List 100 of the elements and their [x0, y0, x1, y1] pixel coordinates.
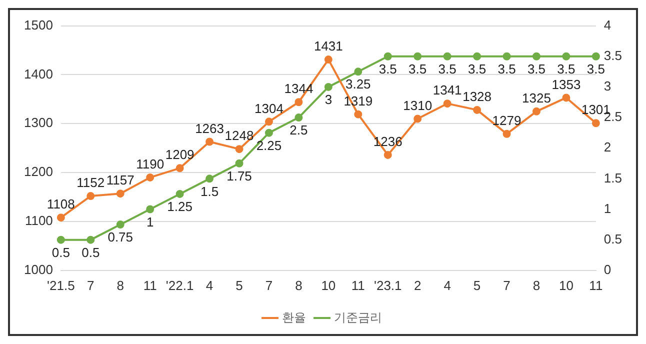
point [414, 114, 422, 123]
point [294, 98, 303, 106]
y2-tick-label: 1.5 [604, 170, 622, 186]
y-tick-label: 1400 [24, 66, 53, 82]
data-label: 1310 [403, 98, 432, 113]
point [324, 56, 332, 64]
data-label: 3.5 [586, 61, 605, 76]
x-tick-label: 4 [444, 278, 451, 293]
point [116, 220, 124, 229]
data-label: 1341 [432, 82, 462, 98]
point [354, 110, 362, 118]
point [532, 107, 540, 116]
x-tick-label: 11 [143, 278, 157, 293]
x-tick-label: 8 [532, 278, 540, 293]
data-label: 1.75 [226, 168, 252, 184]
y2-tick-label: 4 [604, 17, 612, 32]
point [414, 52, 422, 60]
point [562, 52, 570, 60]
data-label: 1157 [106, 172, 134, 188]
data-label: 1263 [195, 120, 224, 136]
data-label: 1431 [314, 38, 343, 54]
y2-tick-label: 2 [604, 140, 612, 155]
data-label: 3 [324, 92, 332, 108]
point [264, 118, 273, 126]
data-label: 3.5 [557, 61, 576, 76]
point [176, 190, 184, 198]
data-label: 1190 [136, 156, 164, 172]
data-label: 3.25 [345, 76, 371, 92]
point [206, 174, 214, 183]
data-label: 0.75 [108, 230, 134, 245]
y-tick-label: 1200 [24, 164, 53, 180]
point [443, 52, 452, 60]
x-tick-label: 7 [87, 278, 94, 293]
x-tick-label: '23.1 [374, 278, 402, 293]
point [324, 82, 332, 91]
data-label: 1304 [254, 100, 284, 116]
y2-tick-label: 1 [604, 200, 612, 216]
data-label: 3.5 [408, 61, 427, 76]
y-tick-label: 1100 [24, 213, 53, 228]
point [562, 94, 570, 102]
data-label: 1248 [224, 128, 254, 144]
y2-tick-label: 0.5 [604, 231, 622, 246]
point [146, 173, 154, 182]
data-label: 3.5 [438, 61, 456, 76]
x-tick-label: 11 [589, 278, 603, 293]
data-label: 3.5 [378, 61, 397, 76]
data-label: 0.5 [52, 244, 70, 260]
x-tick-label: 5 [236, 278, 243, 293]
point [264, 128, 273, 137]
y2-tick-label: 3.5 [604, 48, 622, 63]
point [116, 190, 124, 198]
point [86, 236, 95, 244]
y2-tick-label: 3 [604, 78, 612, 94]
point [176, 164, 184, 172]
point [56, 236, 65, 244]
data-label: 1 [146, 214, 154, 230]
point [146, 205, 154, 214]
point [294, 114, 303, 122]
point [384, 52, 392, 60]
x-tick-label: 10 [321, 278, 336, 293]
x-tick-label: 2 [414, 278, 422, 293]
data-label: 0.5 [82, 244, 100, 260]
data-label: 1353 [552, 76, 581, 92]
x-tick-label: '21.5 [47, 278, 75, 293]
point [502, 130, 511, 138]
y-tick-label: 1000 [24, 262, 53, 277]
point [235, 159, 244, 168]
data-label: 3.5 [527, 61, 546, 76]
point [354, 68, 362, 76]
x-tick-label: 8 [116, 278, 124, 293]
y-tick-label: 1300 [24, 115, 53, 130]
point [502, 52, 511, 60]
point [56, 214, 65, 222]
x-tick-label: 10 [558, 278, 574, 293]
data-label: 2.5 [290, 122, 308, 138]
x-tick-label: 7 [265, 278, 273, 293]
point [443, 100, 452, 108]
x-tick-label: 7 [503, 278, 510, 293]
point [384, 150, 392, 159]
data-label: 3.5 [498, 61, 516, 76]
data-label: 1328 [462, 89, 492, 104]
y2-tick-label: 0 [604, 262, 612, 277]
point [206, 138, 214, 146]
point [592, 52, 600, 60]
data-label: 1209 [165, 147, 194, 162]
legend-label: 기준금리 [334, 310, 382, 324]
y-tick-label: 1500 [24, 17, 53, 32]
data-label: 1152 [76, 175, 105, 190]
point [592, 119, 600, 128]
point [235, 145, 244, 154]
legend-label: 환율 [282, 310, 306, 324]
data-label: 1325 [522, 90, 551, 106]
point [86, 192, 95, 200]
point [473, 52, 482, 60]
x-tick-label: 11 [351, 278, 365, 293]
data-label: 3.5 [468, 61, 486, 76]
x-tick-label: '22.1 [166, 278, 194, 293]
x-tick-label: 4 [206, 278, 214, 293]
data-label: 1108 [46, 196, 75, 212]
data-label: 1279 [492, 112, 522, 128]
